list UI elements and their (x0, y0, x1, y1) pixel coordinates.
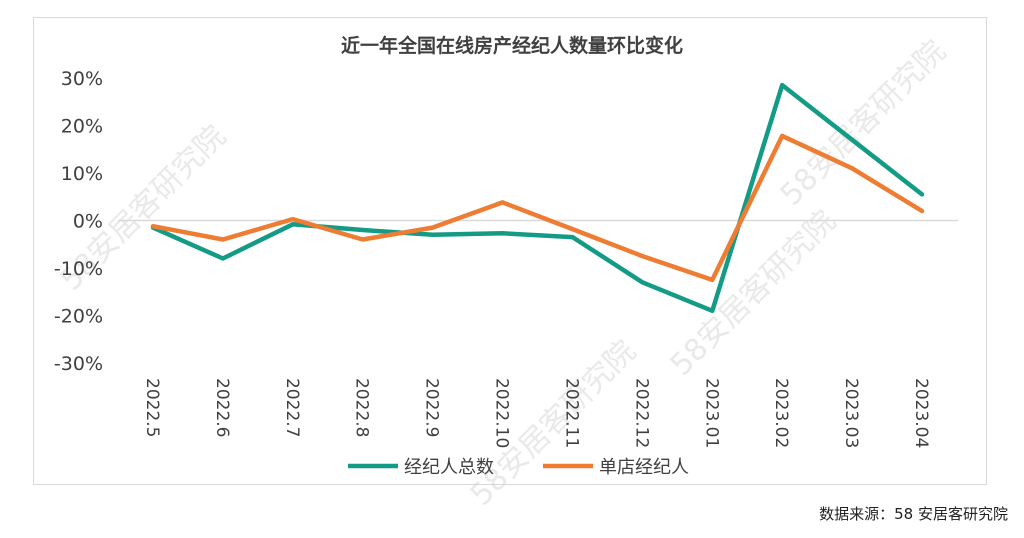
series-line (150, 133, 925, 283)
legend-label: 单店经纪人 (599, 457, 689, 478)
y-axis: 30% 20% 10% 0% -10% -20% -30% (54, 68, 103, 375)
x-tick-label: 2022.6 (212, 378, 232, 437)
y-tick-label: 10% (61, 163, 103, 185)
x-tick-label: 2022.9 (422, 378, 442, 437)
x-tick-label: 2023.04 (911, 378, 931, 448)
series-layer (150, 82, 925, 314)
series-line (150, 82, 925, 314)
x-tick-label: 2022.7 (282, 378, 302, 437)
x-tick-label: 2022.8 (352, 378, 372, 437)
y-tick-label: -30% (54, 353, 103, 375)
x-tick-label: 2023.02 (771, 378, 791, 448)
watermark-text: 58安居客研究院 (464, 334, 643, 513)
legend: 经纪人总数 单店经纪人 (348, 457, 689, 478)
data-source-note: 数据来源：58 安居客研究院 (819, 505, 1008, 523)
x-axis: 2022.5 2022.6 2022.7 2022.8 2022.9 2022.10 202… (142, 378, 931, 448)
x-tick-label: 2022.10 (492, 378, 512, 448)
x-tick-label: 2022.12 (631, 378, 651, 448)
y-tick-label: 0% (73, 211, 103, 233)
y-tick-label: -10% (54, 258, 103, 280)
chart-frame (33, 17, 987, 485)
y-tick-label: 30% (61, 68, 103, 90)
watermark-text: 58安居客研究院 (664, 204, 843, 383)
legend-label: 经纪人总数 (404, 457, 494, 478)
x-tick-label: 2022.11 (561, 378, 581, 448)
x-tick-label: 2023.03 (841, 378, 861, 448)
x-tick-label: 2022.5 (142, 378, 162, 437)
chart-title: 近一年全国在线房产经纪人数量环比变化 (341, 34, 683, 57)
x-tick-label: 2023.01 (701, 378, 721, 448)
y-tick-label: -20% (54, 306, 103, 328)
y-tick-label: 20% (61, 116, 103, 138)
watermark-text: 58安居客研究院 (774, 34, 953, 213)
